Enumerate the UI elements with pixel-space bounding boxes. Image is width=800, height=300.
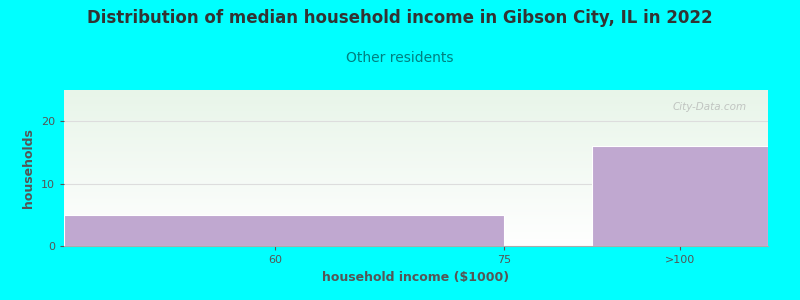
Bar <box>592 146 768 246</box>
Text: Other residents: Other residents <box>346 51 454 65</box>
Bar <box>64 215 504 246</box>
Y-axis label: households: households <box>22 128 35 208</box>
Text: City-Data.com: City-Data.com <box>673 103 747 112</box>
Text: Distribution of median household income in Gibson City, IL in 2022: Distribution of median household income … <box>87 9 713 27</box>
X-axis label: household income ($1000): household income ($1000) <box>322 271 510 284</box>
